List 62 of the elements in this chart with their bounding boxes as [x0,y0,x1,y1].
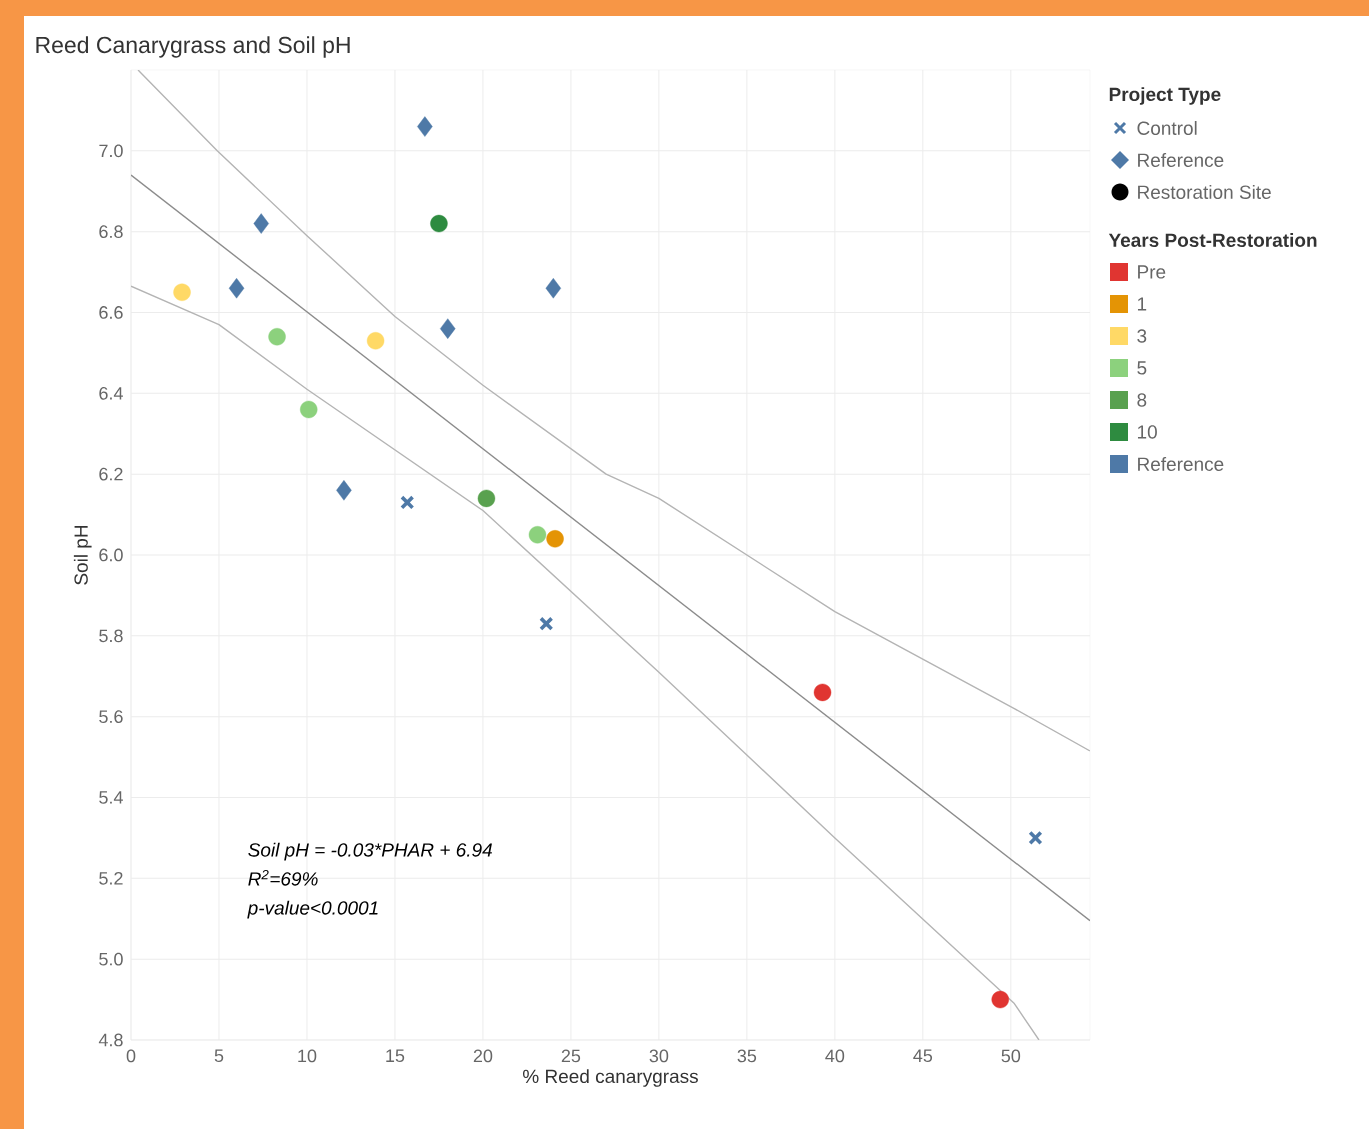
y-tick-label: 6.8 [99,225,123,239]
annotation: R$^{2}$=69% [248,869,318,886]
legend-label: Control [1137,121,1197,135]
x-tick-label: 5 [214,1049,224,1063]
point [336,480,352,501]
text: Years Post-Restoration [1108,233,1317,247]
x-tick-label: 40 [825,1049,845,1063]
x-tick-label: 25 [561,1049,581,1063]
x-tick-label: 35 [737,1049,757,1063]
point [440,318,456,339]
point [400,495,415,510]
y-tick-label: 5.4 [99,791,123,804]
line-series [131,285,1040,1040]
text: Reference [1138,457,1224,471]
annotation: p-value<0.0001 [247,900,378,919]
point [268,328,286,346]
point [545,278,562,299]
point [228,278,245,299]
y-tick-label: 5.2 [99,871,123,885]
x-tick-label: 45 [913,1049,933,1063]
point [430,214,448,233]
legend-label: 1 [1137,297,1147,311]
x-tick-label: 20 [473,1049,493,1063]
x-tick-label: 10 [298,1049,317,1063]
point [546,530,564,548]
y-axis-title: Soil pH [73,525,92,585]
y-tick-label: 4.8 [98,1033,123,1047]
text: Restoration Site [1138,185,1271,199]
point [539,616,554,631]
y-tick-label: 6.6 [99,306,123,319]
point [477,489,496,508]
point [253,213,269,234]
point [991,990,1009,1009]
point [813,683,832,702]
x-tick-label: 0 [126,1049,136,1063]
chart-title: Reed Canarygrass and Soil pH [36,36,350,58]
point [173,283,191,301]
y-tick-label: 6.4 [99,386,123,400]
legend-label: 3 [1137,329,1147,343]
y-tick-label: 7.0 [99,144,123,158]
legend-label: 10 [1137,425,1157,439]
y-tick-label: 5.6 [99,710,123,724]
point [528,526,547,544]
point [300,400,318,419]
legend-label: 5 [1137,361,1147,375]
point [366,332,385,350]
x-tick-label: 15 [386,1049,405,1063]
legend-label: Reference [1138,153,1224,167]
annotation: Soil pH = -0.03*PHAR + 6.94 [248,842,492,861]
y-tick-label: 6.0 [99,548,123,562]
x-axis-title: % Reed canarygrass [523,1069,698,1087]
y-tick-label: 5.8 [99,629,123,643]
legend-label: Pre [1138,265,1166,279]
point [417,116,433,137]
x-tick-label: 30 [649,1049,669,1063]
x-tick-label: 50 [1001,1049,1021,1063]
y-tick-label: 5.0 [99,952,123,966]
y-tick-label: 6.2 [99,467,123,481]
line-series [137,69,1090,752]
legend-title: Project Type [1109,87,1221,105]
point [1028,830,1043,846]
legend-label: 8 [1137,393,1147,407]
